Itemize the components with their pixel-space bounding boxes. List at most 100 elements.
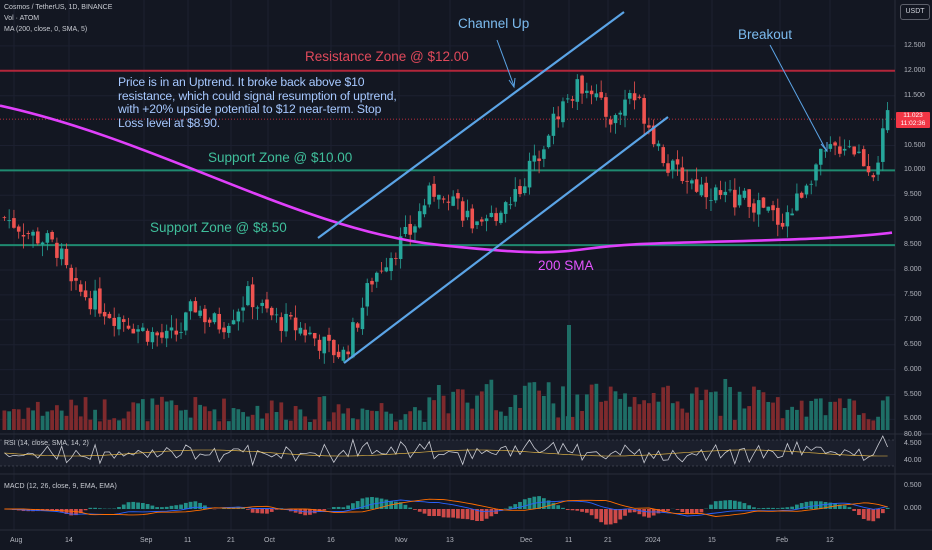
macd-histogram-bar — [174, 505, 179, 509]
candle-body — [728, 189, 732, 191]
volume-bar — [279, 402, 284, 430]
candle-body — [542, 149, 546, 159]
macd-line — [4, 499, 888, 517]
breakout-label: Breakout — [738, 27, 793, 42]
candle-body — [40, 242, 45, 245]
volume-bar — [102, 399, 107, 430]
volume-bar — [16, 409, 21, 430]
macd-histogram-bar — [666, 509, 670, 511]
macd-histogram-bar — [852, 509, 857, 511]
channel-up-lines — [317, 11, 669, 364]
volume-bar — [570, 416, 575, 430]
candle-body — [857, 151, 861, 153]
price-tick-9: 7.500 — [904, 290, 922, 298]
macd-histogram-bar — [742, 503, 747, 509]
candle-body — [312, 332, 317, 339]
macd-histogram-bar — [880, 509, 885, 514]
volume-bar — [494, 410, 499, 430]
candle-body — [308, 332, 312, 335]
macd-legend: MACD (12, 26, close, 9, EMA, EMA) — [4, 483, 117, 490]
candle-body — [269, 307, 274, 316]
volume-bar — [207, 411, 212, 430]
macd-histogram-bar — [432, 509, 436, 517]
time-tick-0: Aug — [10, 537, 23, 544]
candle-body — [680, 167, 685, 182]
price-tick-10: 7.000 — [904, 315, 922, 323]
macd-histogram-bar — [355, 501, 360, 509]
support-8-50-label: Support Zone @ $8.50 — [150, 220, 287, 235]
candle-body — [398, 236, 403, 260]
volume-bar — [818, 398, 823, 430]
candle-body — [766, 206, 771, 211]
volume-bar — [885, 396, 890, 430]
volume-bar — [689, 393, 694, 430]
macd-histogram-bar — [117, 507, 121, 509]
candle-body — [341, 349, 346, 361]
macd-histogram-bar — [618, 509, 623, 520]
macd-histogram-bar — [632, 509, 637, 513]
candle-body — [155, 332, 159, 336]
macd-histogram-bar — [460, 509, 465, 519]
candle-body — [422, 205, 427, 215]
volume-bar — [795, 409, 799, 430]
volume-bar — [231, 408, 236, 430]
macd-histogram-bar — [775, 508, 780, 509]
sma-200-label: 200 SMA — [538, 258, 594, 273]
macd-histogram-bar — [876, 509, 880, 519]
candle-body — [885, 110, 890, 131]
volume-bar — [771, 402, 775, 430]
volume-bar — [651, 392, 656, 430]
macd-histogram-bar — [169, 505, 174, 509]
volume-bar — [265, 413, 269, 430]
volume-bar — [432, 400, 436, 430]
candle-body — [575, 79, 580, 102]
candle-body — [795, 193, 799, 211]
volume-bar — [876, 416, 880, 430]
candle-body — [623, 99, 627, 116]
currency-button[interactable]: USDT — [900, 4, 930, 20]
candle-body — [833, 142, 837, 146]
candle-body — [690, 180, 694, 184]
volume-bar — [823, 415, 828, 430]
candle-body — [723, 191, 728, 196]
volume-bar — [45, 411, 50, 430]
candle-body — [546, 135, 551, 148]
price-tick-2: 11.500 — [904, 91, 925, 99]
volume-bar — [164, 401, 169, 430]
volume-bar — [699, 400, 704, 430]
macd-histogram-bar — [861, 509, 866, 519]
macd-histogram-bar — [260, 509, 265, 514]
volume-bar — [88, 419, 93, 430]
candle-body — [298, 327, 303, 334]
volume-bar — [656, 401, 661, 430]
volume-bar — [150, 398, 155, 430]
price-tick-14: 5.000 — [904, 415, 922, 423]
macd-histogram-bar — [737, 501, 742, 509]
volume-bar — [790, 406, 795, 430]
volume-bar — [685, 412, 689, 430]
macd-histogram-bar — [136, 502, 140, 509]
price-tick-11: 6.500 — [904, 340, 922, 348]
candle-body — [704, 182, 708, 198]
volume-bar — [766, 401, 771, 430]
symbol-legend: Cosmos / TetherUS, 1D, BINANCE — [4, 4, 113, 11]
volume-bar — [145, 421, 150, 430]
macd-histogram-bar — [699, 509, 704, 513]
volume-bar — [417, 410, 422, 430]
price-tick-7: 8.500 — [904, 241, 922, 249]
candle-body — [408, 223, 412, 235]
time-tick-3: 11 — [184, 537, 192, 544]
channel-upper-line — [317, 11, 625, 239]
volume-bar — [847, 398, 852, 430]
candle-body — [83, 290, 88, 298]
candle-body — [733, 189, 737, 208]
macd-histogram-bar — [93, 507, 97, 509]
macd-histogram-bar — [69, 509, 74, 516]
candle-body — [365, 283, 370, 307]
macd-histogram-bar — [723, 500, 728, 509]
candle-body — [785, 212, 790, 227]
candle-body — [804, 185, 809, 195]
candle-body — [480, 219, 484, 222]
candle-body — [50, 231, 54, 240]
